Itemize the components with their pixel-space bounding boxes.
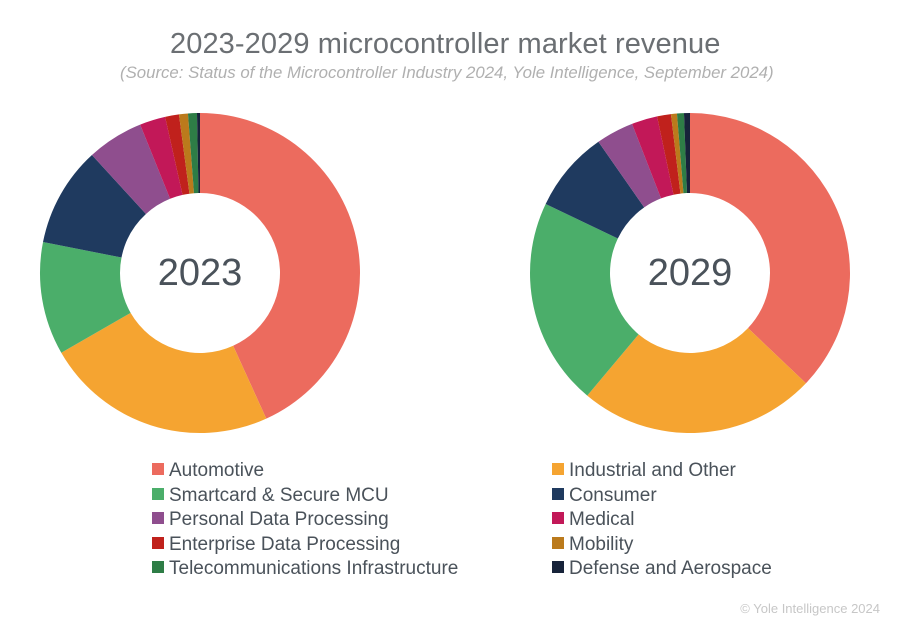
svg-text:2023: 2023 <box>158 252 243 294</box>
svg-text:2029: 2029 <box>648 252 733 294</box>
